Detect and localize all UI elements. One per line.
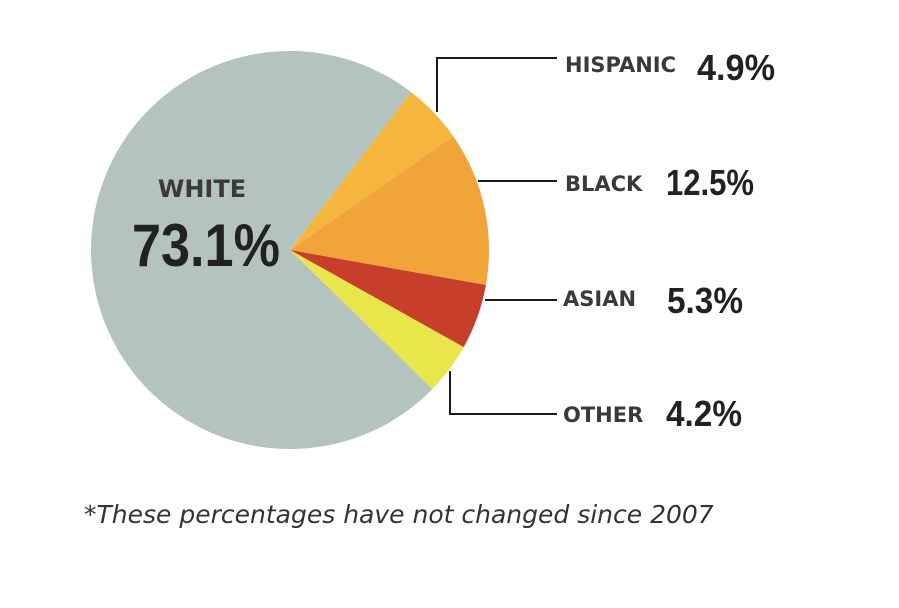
slice-labels: WHITE 73.1% HISPANIC 4.9% BLACK 12.5% AS… bbox=[132, 47, 775, 434]
slice-label-other: OTHER bbox=[563, 403, 643, 427]
slice-value-asian: 5.3% bbox=[667, 280, 743, 321]
slice-label-white: WHITE bbox=[158, 175, 246, 203]
pie-slice-white bbox=[91, 51, 433, 450]
pie-slice-hispanic bbox=[290, 92, 454, 251]
slice-value-hispanic: 4.9% bbox=[697, 47, 775, 88]
leader-lines bbox=[436, 57, 557, 415]
slice-value-white: 73.1% bbox=[132, 212, 280, 279]
leader-line-other bbox=[449, 371, 557, 415]
slice-value-other: 4.2% bbox=[666, 393, 742, 434]
slice-label-hispanic: HISPANIC bbox=[565, 53, 676, 77]
slice-label-asian: ASIAN bbox=[563, 287, 636, 311]
slice-value-black: 12.5% bbox=[666, 162, 754, 203]
pie-slice-other bbox=[290, 250, 464, 390]
pie-slice-asian bbox=[290, 250, 486, 348]
leader-line-hispanic bbox=[436, 57, 557, 112]
slice-label-black: BLACK bbox=[565, 172, 643, 196]
pie-slices bbox=[91, 51, 489, 450]
pie-slice-black bbox=[290, 136, 489, 286]
footnote: *These percentages have not changed sinc… bbox=[84, 500, 714, 529]
